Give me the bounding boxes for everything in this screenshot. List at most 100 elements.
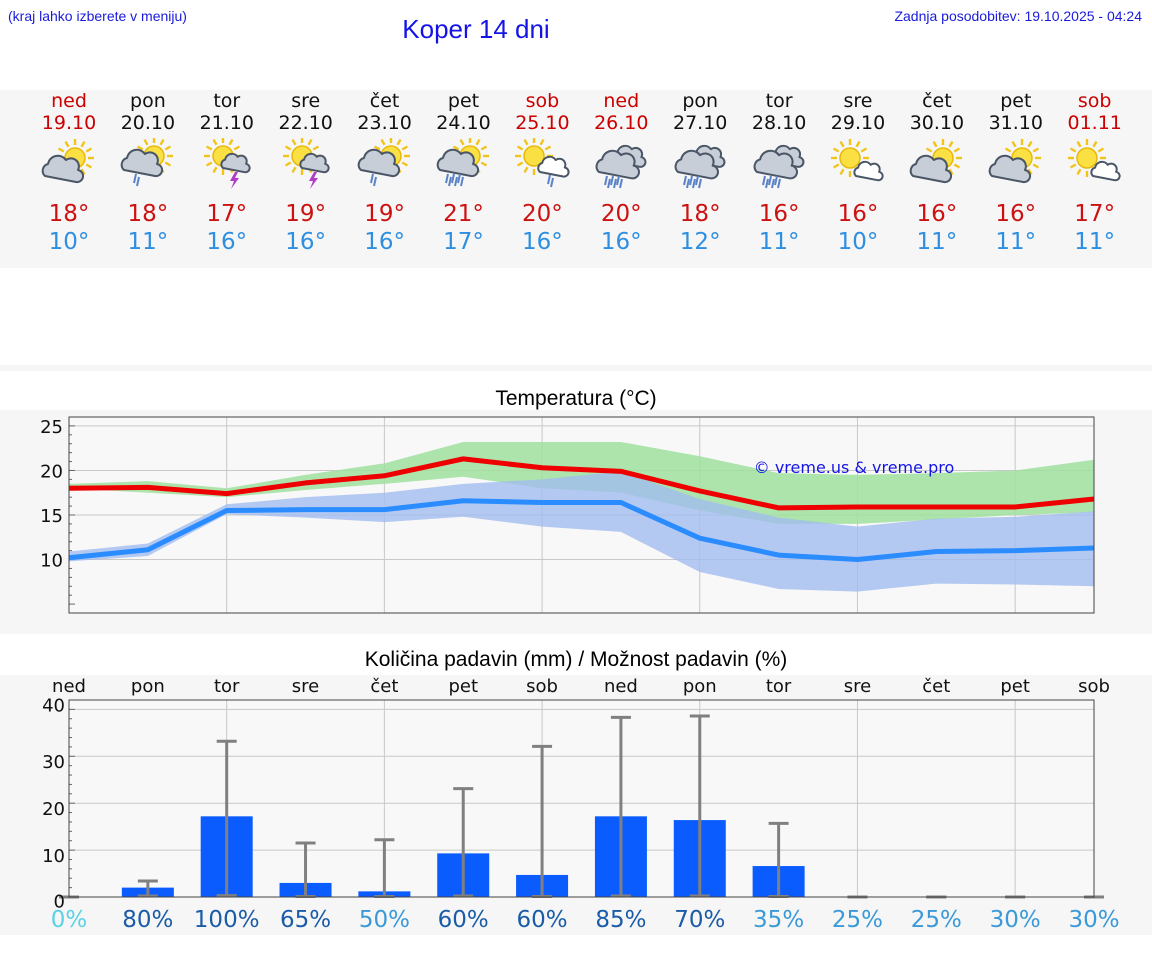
temp-max: 16° [837, 201, 879, 227]
y-tick-label: 15 [40, 506, 63, 527]
y-tick-label: 10 [42, 846, 65, 867]
day-name: ned [51, 90, 87, 112]
category-label: sre [844, 676, 871, 697]
day-date: 27.10 [672, 112, 728, 134]
temp-max: 20° [522, 201, 563, 227]
location-menu-hint: (kraj lahko izberete v meniju) [8, 8, 187, 24]
forecast-day: sob 25.10 20° 16° [502, 90, 582, 256]
temp-min: 16° [364, 229, 405, 255]
temp-max: 19° [285, 201, 327, 227]
day-name: pet [447, 90, 480, 112]
temp-min: 11° [127, 229, 169, 255]
temp-max: 19° [364, 201, 405, 227]
temp-max: 18° [127, 201, 169, 227]
day-date: 19.10 [41, 112, 97, 134]
forecast-day: pet 31.10 16° 11° [976, 90, 1056, 256]
day-date: 26.10 [594, 112, 649, 134]
forecast-day: ned 19.10 18° 10° [29, 90, 109, 256]
temp-min: 11° [1074, 229, 1116, 255]
cloud-heavy-rain-icon [674, 144, 726, 189]
day-date: 30.10 [909, 112, 965, 134]
precipitation-chart-title: Količina padavin (mm) / Možnost padavin … [364, 648, 788, 671]
forecast-day: čet 30.10 16° 11° [897, 90, 977, 256]
temp-min: 12° [679, 229, 721, 255]
temp-max: 16° [916, 201, 958, 227]
day-name: tor [213, 90, 241, 112]
temperature-chart-title: Temperatura (°C) [495, 387, 657, 410]
temperature-chart: 25 20 15 10 © vreme.us & vreme.pro [40, 416, 1095, 614]
category-label: tor [214, 676, 240, 697]
precip-chance-label: 70% [674, 907, 725, 933]
temp-min: 16° [600, 229, 642, 255]
cloud-heavy-rain-icon [595, 144, 647, 189]
day-date: 23.10 [357, 112, 412, 134]
precip-chance-label: 30% [1068, 907, 1119, 933]
day-date: 21.10 [199, 112, 254, 134]
temp-min: 16° [285, 229, 327, 255]
y-tick-label: 25 [40, 417, 63, 438]
temp-min: 17° [443, 229, 484, 255]
temperature-chart-panel: 25 20 15 10 © vreme.us & vreme.pro [0, 410, 1152, 634]
day-name: čet [922, 90, 952, 112]
forecast-day: tor 28.10 16° 11° [739, 90, 819, 256]
day-date: 22.10 [278, 112, 333, 134]
y-tick-label: 40 [42, 696, 65, 717]
day-date: 20.10 [120, 112, 176, 134]
y-tick-label: 0 [54, 891, 65, 912]
precip-chance-label: 80% [122, 907, 173, 933]
category-label: čet [922, 676, 950, 697]
sun-cloud-icon [988, 139, 1041, 184]
temp-max: 17° [1074, 201, 1116, 227]
day-name: čet [369, 90, 400, 112]
day-name: tor [765, 90, 793, 112]
last-update: Zadnja posodobitev: 19.10.2025 - 04:24 [894, 8, 1142, 24]
precip-chance-label: 0% [51, 907, 88, 933]
category-label: pon [131, 676, 165, 697]
temp-max: 20° [600, 201, 642, 227]
max-temp-line [68, 456, 1095, 511]
sun-small-cloud-icon [831, 139, 884, 182]
precip-chance-label: 50% [359, 907, 410, 933]
sun-thunder-icon [203, 138, 251, 189]
category-label: ned [604, 676, 638, 697]
y-tick-label: 20 [42, 799, 65, 820]
day-date: 28.10 [751, 112, 807, 134]
forecast-day: pon 20.10 18° 11° [108, 90, 188, 256]
y-tick-label: 10 [40, 551, 63, 572]
sun-small-cloud-icon [1067, 139, 1121, 182]
forecast-day: ned 26.10 20° 16° [581, 90, 661, 256]
watermark: © vreme.us & vreme.pro [754, 458, 955, 477]
precip-chance-label: 25% [911, 907, 962, 933]
precip-chance-label: 100% [194, 907, 260, 933]
precipitation-chart: ned pon tor sre čet pet sob ned pon tor sre čet pet s… [42, 676, 1119, 933]
min-temp-range-band [69, 471, 1094, 592]
page-title: Koper 14 dni [402, 14, 550, 44]
temp-max: 21° [443, 201, 484, 227]
day-name: sob [1077, 90, 1112, 112]
day-name: sre [843, 90, 873, 112]
temp-min: 11° [758, 229, 800, 255]
sun-cloud-rain-icon [357, 138, 410, 187]
category-label: ned [52, 676, 86, 697]
day-name: pet [1000, 90, 1032, 112]
sun-cloud-icon [41, 139, 94, 184]
category-label: pon [683, 676, 717, 697]
day-name: pon [682, 90, 719, 112]
sun-cloud-icon [909, 139, 962, 184]
forecast-day: sre 22.10 19° 16° [266, 90, 346, 256]
forecast-day: tor 21.10 17° 16° [187, 90, 267, 256]
day-name: sre [291, 90, 321, 112]
day-name: sob [525, 90, 560, 112]
category-label: sob [526, 676, 558, 697]
temp-max: 16° [995, 201, 1037, 227]
precip-chance-label: 60% [517, 907, 568, 933]
precip-chance-label: 65% [280, 907, 331, 933]
forecast-day: čet 23.10 19° 16° [345, 90, 425, 256]
forecast-day: pon 27.10 18° 12° [660, 90, 740, 256]
precip-chance-label: 60% [438, 907, 489, 933]
category-label: pet [448, 676, 478, 697]
cloud-heavy-rain-icon [753, 144, 805, 189]
precip-chance-label: 25% [832, 907, 883, 933]
temp-min: 11° [995, 229, 1037, 255]
plot-frame [68, 699, 1095, 898]
